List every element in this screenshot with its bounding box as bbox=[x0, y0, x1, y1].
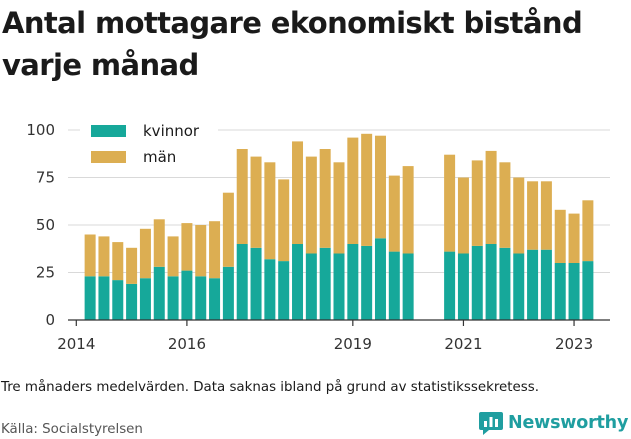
bar-kvinnor bbox=[264, 259, 276, 320]
bar-kvinnor bbox=[554, 263, 566, 320]
bar-man bbox=[305, 156, 317, 254]
bar-man bbox=[153, 219, 165, 267]
y-tick-label: 50 bbox=[36, 216, 55, 234]
bar-man bbox=[222, 192, 234, 267]
bar-kvinnor bbox=[84, 276, 96, 320]
y-tick-label: 0 bbox=[45, 311, 55, 329]
bar-man bbox=[84, 234, 96, 277]
bars bbox=[84, 133, 594, 320]
x-tick-label: 2021 bbox=[444, 335, 482, 353]
bar-kvinnor bbox=[112, 280, 124, 320]
bar-kvinnor bbox=[292, 244, 304, 320]
bar-man bbox=[527, 181, 539, 250]
bar-man bbox=[513, 177, 525, 254]
bar-man bbox=[485, 150, 497, 244]
bar-man bbox=[264, 162, 276, 260]
chart-note: Tre månaders medelvärden. Data saknas ib… bbox=[1, 380, 539, 395]
bar-man bbox=[554, 209, 566, 263]
y-tick-label: 75 bbox=[36, 169, 55, 187]
bar-man bbox=[347, 137, 359, 244]
bar-man bbox=[402, 166, 414, 254]
bar-man bbox=[319, 149, 331, 248]
bar-kvinnor bbox=[250, 247, 262, 320]
y-tick-label: 25 bbox=[36, 264, 55, 282]
bar-kvinnor bbox=[347, 244, 359, 320]
bar-kvinnor bbox=[361, 245, 373, 320]
bar-man bbox=[568, 213, 580, 263]
bar-man bbox=[139, 228, 151, 279]
brand-name: Newsworthy bbox=[508, 413, 629, 433]
bar-kvinnor bbox=[98, 276, 110, 320]
bar-kvinnor bbox=[209, 278, 221, 320]
bar-kvinnor bbox=[402, 253, 414, 320]
bar-man bbox=[278, 179, 290, 262]
bar-man bbox=[292, 141, 304, 244]
bar-man bbox=[167, 236, 179, 277]
bar-kvinnor bbox=[333, 253, 345, 320]
bar-kvinnor bbox=[444, 251, 456, 320]
stacked-bar-chart: 0 25 50 75 100 2014 2016 2019 2021 2023 kvinnor mä… bbox=[26, 115, 610, 353]
brand-logo[interactable]: Newsworthy bbox=[478, 409, 628, 437]
bar-kvinnor bbox=[236, 244, 248, 320]
speech-bubble-bar-chart-icon bbox=[479, 412, 503, 435]
bar-man bbox=[98, 236, 110, 277]
x-tick-label: 2014 bbox=[57, 335, 95, 353]
bar-man bbox=[126, 247, 138, 284]
legend-label: kvinnor bbox=[143, 122, 200, 140]
source-label: Källa: Socialstyrelsen bbox=[1, 422, 143, 437]
bar-man bbox=[582, 200, 594, 262]
bar-man bbox=[195, 225, 207, 277]
legend-swatch bbox=[91, 125, 126, 137]
bar-kvinnor bbox=[167, 276, 179, 320]
bar-man bbox=[250, 156, 262, 248]
bar-man bbox=[236, 149, 248, 244]
x-tick-label: 2023 bbox=[555, 335, 593, 353]
legend-label: män bbox=[143, 148, 176, 166]
bar-kvinnor bbox=[485, 244, 497, 320]
bar-man bbox=[388, 175, 400, 252]
chart-title: Antal mottagare ekonomiskt bistånd varje… bbox=[2, 6, 583, 82]
bar-man bbox=[361, 133, 373, 246]
bar-kvinnor bbox=[374, 238, 386, 320]
bar-man bbox=[499, 162, 511, 248]
bar-man bbox=[209, 221, 221, 279]
bar-man bbox=[333, 162, 345, 254]
bar-kvinnor bbox=[126, 283, 138, 320]
bar-kvinnor bbox=[153, 266, 165, 320]
chart-area: 0 25 50 75 100 2014 2016 2019 2021 2023 kvinnor mä… bbox=[0, 110, 631, 365]
x-tick-label: 2016 bbox=[168, 335, 206, 353]
bar-kvinnor bbox=[195, 276, 207, 320]
bar-kvinnor bbox=[471, 245, 483, 320]
bar-kvinnor bbox=[457, 253, 469, 320]
bar-man bbox=[112, 242, 124, 281]
bar-man bbox=[374, 135, 386, 239]
bar-man bbox=[444, 154, 456, 252]
bar-kvinnor bbox=[568, 263, 580, 320]
bar-man bbox=[540, 181, 552, 250]
bar-kvinnor bbox=[582, 261, 594, 320]
bar-kvinnor bbox=[527, 249, 539, 320]
x-tick-label: 2019 bbox=[334, 335, 372, 353]
bar-kvinnor bbox=[222, 266, 234, 320]
bar-man bbox=[457, 177, 469, 254]
legend-box bbox=[80, 115, 218, 173]
y-tick-label: 100 bbox=[26, 121, 55, 139]
bar-kvinnor bbox=[305, 253, 317, 320]
legend-swatch bbox=[91, 151, 126, 163]
bar-kvinnor bbox=[388, 251, 400, 320]
bar-kvinnor bbox=[278, 261, 290, 320]
bar-kvinnor bbox=[139, 278, 151, 320]
axes: 0 25 50 75 100 2014 2016 2019 2021 2023 bbox=[26, 121, 610, 353]
bar-man bbox=[471, 160, 483, 246]
legend: kvinnor män bbox=[80, 115, 218, 173]
bar-man bbox=[181, 223, 193, 271]
bar-kvinnor bbox=[540, 249, 552, 320]
bar-kvinnor bbox=[181, 270, 193, 320]
bar-kvinnor bbox=[513, 253, 525, 320]
bar-kvinnor bbox=[499, 247, 511, 320]
bar-kvinnor bbox=[319, 247, 331, 320]
